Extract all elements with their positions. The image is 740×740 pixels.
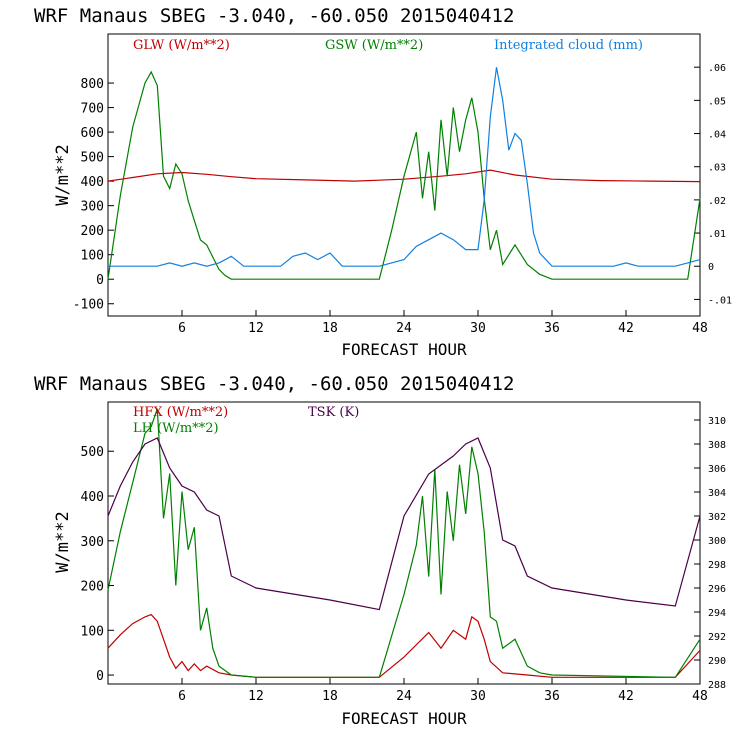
- y-tick-label: 100: [81, 249, 104, 264]
- x-tick-label: 12: [248, 321, 264, 336]
- y2-tick-label: -.01: [708, 295, 732, 306]
- legend-cloud: Integrated cloud (mm): [494, 38, 643, 53]
- y2-tick-label: 302: [708, 512, 726, 523]
- y2-tick-label: 310: [708, 416, 726, 427]
- series-line-integrated: [108, 67, 701, 267]
- x-axis-label: FORECAST HOUR: [341, 340, 467, 359]
- series-line-gsw: [107, 70, 701, 280]
- plot-frame: [107, 401, 701, 685]
- y2-tick-label: .03: [708, 163, 726, 174]
- y-tick-label: 0: [96, 273, 104, 288]
- y-tick-label: -100: [73, 298, 104, 313]
- chart-title: WRF Manaus SBEG -3.040, -60.050 20150404…: [34, 373, 514, 395]
- y2-tick-label: .01: [708, 229, 726, 240]
- legend-glw: GLW (W/m**2): [133, 38, 230, 53]
- x-tick-label: 30: [470, 689, 486, 704]
- y2-tick-label: .06: [708, 63, 726, 74]
- y2-tick-label: 298: [708, 560, 726, 571]
- y-tick-label: 800: [81, 77, 104, 92]
- x-tick-label: 18: [322, 321, 338, 336]
- y2-tick-label: 294: [708, 608, 726, 619]
- y-tick-label: 300: [81, 535, 104, 550]
- y2-tick-label: 304: [708, 488, 726, 499]
- x-tick-label: 42: [618, 321, 634, 336]
- series-line-lh: [107, 408, 701, 678]
- y-tick-label: 400: [81, 490, 104, 505]
- y-tick-label: 0: [96, 669, 104, 684]
- y-tick-label: 200: [81, 580, 104, 595]
- y2-tick-label: 306: [708, 464, 726, 475]
- y2-tick-label: .02: [708, 196, 726, 207]
- x-tick-label: 36: [544, 689, 560, 704]
- x-tick-label: 30: [470, 321, 486, 336]
- y2-tick-label: 288: [708, 680, 726, 691]
- chart-title: WRF Manaus SBEG -3.040, -60.050 20150404…: [34, 5, 514, 27]
- legend-tsk: TSK (K): [308, 405, 359, 420]
- x-tick-label: 24: [396, 321, 412, 336]
- y2-tick-label: 290: [708, 656, 726, 667]
- y-tick-label: 600: [81, 126, 104, 141]
- y-axis-label: W/m**2: [53, 511, 73, 572]
- y-tick-label: 400: [81, 175, 104, 190]
- legend-lh: LH (W/m**2): [133, 421, 219, 436]
- x-tick-label: 6: [178, 689, 186, 704]
- x-tick-label: 48: [692, 321, 708, 336]
- y2-tick-label: .05: [708, 96, 726, 107]
- chart-panel-bottom: WRF Manaus SBEG -3.040, -60.050 20150404…: [34, 373, 726, 728]
- y-axis-label: W/m**2: [53, 144, 73, 205]
- x-tick-label: 24: [396, 689, 412, 704]
- y2-tick-label: 296: [708, 584, 726, 595]
- y2-tick-label: 300: [708, 536, 726, 547]
- y-tick-label: 700: [81, 102, 104, 117]
- y2-tick-label: 292: [708, 632, 726, 643]
- y-tick-label: 100: [81, 624, 104, 639]
- y-tick-label: 500: [81, 445, 104, 460]
- y-tick-label: 200: [81, 224, 104, 239]
- series-line-tsk: [107, 437, 701, 611]
- y2-tick-label: 308: [708, 440, 726, 451]
- x-tick-label: 6: [178, 321, 186, 336]
- x-axis-label: FORECAST HOUR: [341, 709, 467, 728]
- series-line-glw: [107, 169, 701, 183]
- legend-hfx: HFX (W/m**2): [133, 405, 228, 420]
- legend-gsw: GSW (W/m**2): [325, 38, 423, 53]
- chart-panel-top: WRF Manaus SBEG -3.040, -60.050 20150404…: [34, 5, 732, 359]
- x-tick-label: 12: [248, 689, 264, 704]
- series-line-hfx: [107, 613, 701, 678]
- x-tick-label: 42: [618, 689, 634, 704]
- y2-tick-label: .04: [708, 130, 726, 141]
- x-tick-label: 36: [544, 321, 560, 336]
- x-tick-label: 18: [322, 689, 338, 704]
- y-tick-label: 300: [81, 200, 104, 215]
- y-tick-label: 500: [81, 151, 104, 166]
- x-tick-label: 48: [692, 689, 708, 704]
- y2-tick-label: 0: [708, 262, 714, 273]
